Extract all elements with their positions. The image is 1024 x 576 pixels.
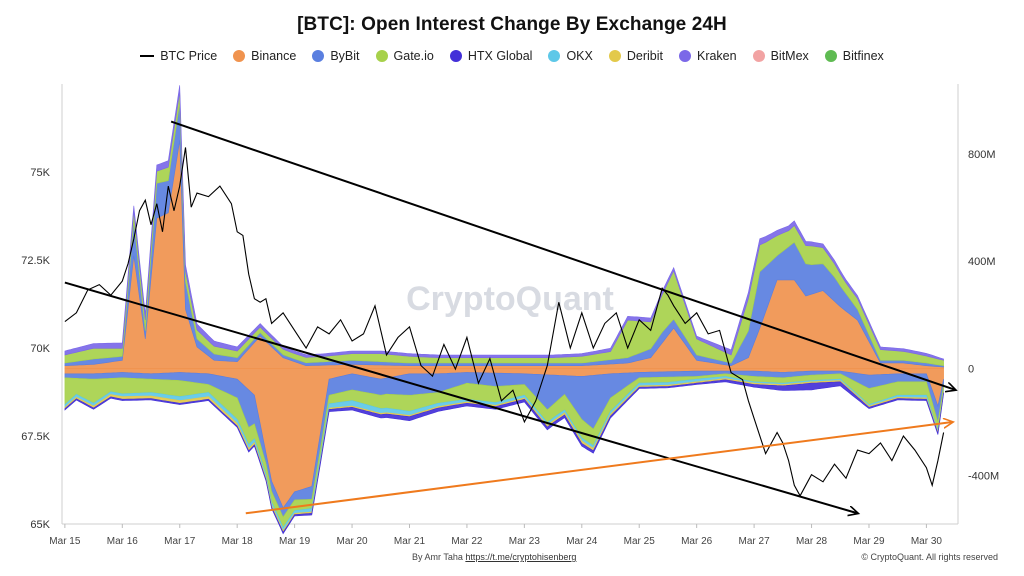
legend-item-binance[interactable]: Binance xyxy=(233,49,296,63)
legend-swatch xyxy=(449,50,462,62)
legend-swatch xyxy=(608,50,621,62)
legend-item-deribit[interactable]: Deribit xyxy=(608,49,663,63)
x-axis-tick: Mar 29 xyxy=(853,536,885,547)
left-axis-tick: 72.5K xyxy=(21,255,50,267)
right-axis-tick: 800M xyxy=(968,149,996,161)
legend-label: OKX xyxy=(566,49,593,63)
legend-swatch xyxy=(375,50,388,62)
left-axis-tick: 75K xyxy=(30,167,50,179)
x-axis-tick: Mar 25 xyxy=(624,536,656,547)
legend-label: BTC Price xyxy=(160,49,218,63)
watermark: CryptoQuant xyxy=(406,280,614,318)
footer-copyright: © CryptoQuant. All rights reserved xyxy=(861,552,998,562)
x-axis-tick: Mar 19 xyxy=(279,536,311,547)
legend-label: Gate.io xyxy=(393,49,434,63)
legend-label: Kraken xyxy=(696,49,737,63)
legend-label: ByBit xyxy=(330,49,360,63)
legend-swatch xyxy=(752,50,765,62)
legend-item-bitfinex[interactable]: Bitfinex xyxy=(824,49,884,63)
legend-label: Deribit xyxy=(626,49,663,63)
x-axis-tick: Mar 28 xyxy=(796,536,828,547)
legend-swatch xyxy=(140,55,155,57)
right-axis-tick: 0 xyxy=(968,363,974,375)
legend-label: HTX Global xyxy=(467,49,533,63)
trend-line-1 xyxy=(170,120,955,390)
legend-swatch xyxy=(824,50,837,62)
legend-swatch xyxy=(548,50,561,62)
x-axis-tick: Mar 21 xyxy=(394,536,426,547)
trend-line-3 xyxy=(245,422,952,515)
x-axis-tick: Mar 15 xyxy=(49,536,81,547)
footer-link[interactable]: https://t.me/cryptohisenberg xyxy=(465,552,577,562)
legend-item-okx[interactable]: OKX xyxy=(548,49,593,63)
right-axis-tick: 400M xyxy=(968,256,996,268)
legend-item-gate-io[interactable]: Gate.io xyxy=(375,49,434,63)
legend-swatch xyxy=(678,50,691,62)
legend-item-btc-price[interactable]: BTC Price xyxy=(140,49,217,63)
legend-item-kraken[interactable]: Kraken xyxy=(678,49,737,63)
x-axis-tick: Mar 16 xyxy=(107,536,139,547)
area-neg-htx-global xyxy=(64,379,944,535)
footer-credit: By Amr Taha https://t.me/cryptohisenberg xyxy=(412,552,576,562)
x-axis-tick: Mar 20 xyxy=(336,536,368,547)
legend-label: BitMex xyxy=(770,49,809,63)
x-axis-tick: Mar 30 xyxy=(911,536,943,547)
legend-item-bybit[interactable]: ByBit xyxy=(312,49,360,63)
x-axis-tick: Mar 24 xyxy=(566,536,598,547)
footer-author: By Amr Taha xyxy=(412,552,463,562)
right-axis-tick: -400M xyxy=(968,471,999,483)
area-pos-kraken xyxy=(64,85,944,361)
left-axis-tick: 65K xyxy=(30,519,50,531)
legend-swatch xyxy=(312,50,325,62)
left-axis-tick: 70K xyxy=(30,343,50,355)
x-axis-tick: Mar 17 xyxy=(164,536,196,547)
legend-item-htx-global[interactable]: HTX Global xyxy=(449,49,533,63)
legend-item-bitmex[interactable]: BitMex xyxy=(752,49,809,63)
x-axis-tick: Mar 23 xyxy=(509,536,541,547)
legend-label: Bitfinex xyxy=(842,49,884,63)
btc-price-line xyxy=(64,147,945,497)
x-axis-tick: Mar 27 xyxy=(739,536,771,547)
x-axis-tick: Mar 26 xyxy=(681,536,713,547)
trend-line-2 xyxy=(64,281,858,514)
x-axis-tick: Mar 18 xyxy=(222,536,254,547)
legend-swatch xyxy=(233,50,246,62)
chart-title: [BTC]: Open Interest Change By Exchange … xyxy=(297,14,727,35)
left-axis-tick: 67.5K xyxy=(21,431,50,443)
legend-label: Binance xyxy=(251,49,297,63)
chart-legend: BTC Price Binance ByBit Gate.io HTX Global OK… xyxy=(0,49,1024,63)
x-axis-tick: Mar 22 xyxy=(451,536,483,547)
